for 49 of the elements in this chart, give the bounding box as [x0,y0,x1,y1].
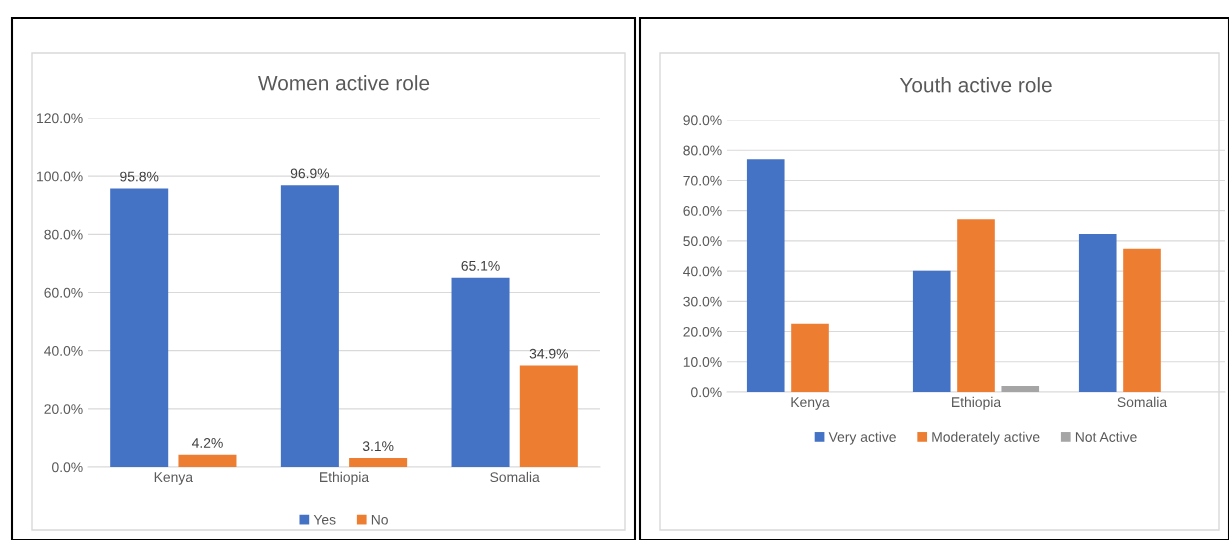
y-tick-label: 40.0% [683,266,722,277]
bar [791,323,829,392]
bar [746,159,785,392]
data-label: 65.1% [461,260,500,271]
chart-title: Youth active role [899,77,1052,93]
y-tick-label: 30.0% [683,296,722,307]
bar [178,454,237,467]
y-tick-label: 60.0% [44,287,83,298]
x-tick-label: Ethiopia [320,471,370,485]
bar [957,219,995,392]
legend-label: Not Active [1075,431,1137,442]
x-tick-label: Somalia [490,471,540,483]
y-tick-label: 0.0% [691,387,722,398]
data-label: 34.9% [529,348,568,359]
bar [1078,233,1117,392]
bar [349,457,408,467]
data-label: 3.1% [362,441,394,452]
y-tick-label: 0.0% [52,462,83,473]
bar [110,188,169,467]
legend-label: Very active [828,431,896,445]
legend-label: No [371,514,388,525]
bar [451,277,510,467]
y-tick-label: 90.0% [683,115,722,126]
y-tick-label: 120.0% [37,113,83,124]
y-tick-label: 80.0% [683,145,722,156]
bar [1001,385,1040,392]
y-tick-label: 50.0% [683,236,722,247]
y-tick-label: 60.0% [683,206,722,216]
data-label: 96.9% [290,168,330,179]
y-tick-label: 10.0% [683,357,722,367]
y-tick-label: 100.0% [37,171,83,182]
y-tick-label: 40.0% [44,346,83,356]
bar [1123,248,1161,392]
legend-label: Yes [313,514,336,525]
chart-title: Women active role [258,75,430,91]
data-label: 95.8% [120,171,159,182]
x-tick-label: Somalia [1117,396,1168,408]
legend-label: Moderately active [932,431,1040,445]
y-tick-label: 20.0% [44,404,83,414]
y-tick-label: 70.0% [683,175,722,186]
y-tick-label: 80.0% [44,229,83,240]
bar [519,365,578,467]
x-tick-label: Ethiopia [952,396,1002,410]
x-tick-label: Kenya [154,472,194,485]
data-label: 4.2% [191,438,223,448]
bar [280,185,339,467]
x-tick-label: Kenya [791,397,830,410]
y-tick-label: 20.0% [683,326,722,337]
bar [912,270,951,392]
